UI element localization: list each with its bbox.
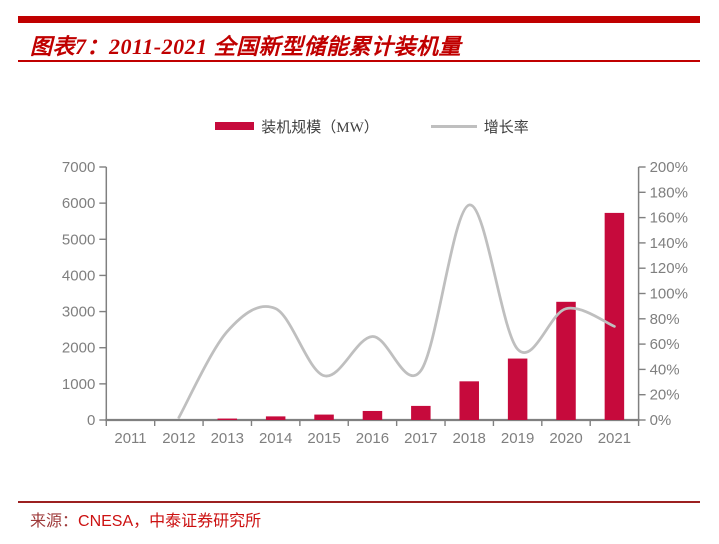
legend-label-capacity: 装机规模（MW）: [261, 119, 379, 136]
y-axis-left-label: 3000: [62, 304, 95, 321]
y-axis-right-label: 200%: [650, 159, 688, 176]
y-axis-right-label: 80%: [650, 311, 680, 328]
page-title: 图表7：2011-2021 全国新型储能累计装机量: [30, 34, 462, 59]
capacity-bar: [314, 414, 334, 420]
y-axis-left-label: 6000: [62, 195, 95, 212]
y-axis-right-label: 160%: [650, 210, 688, 227]
x-axis-label: 2017: [404, 430, 437, 447]
x-axis-label: 2018: [453, 430, 486, 447]
y-axis-right-label: 60%: [650, 336, 680, 353]
plot-svg: 0 1000 2000 3000 4000 5000 6000 7000 0% 20% 40% 60%…: [62, 159, 688, 447]
y-axis-right-label: 100%: [650, 286, 688, 303]
source-text: CNESA，中泰证券研究所: [78, 513, 262, 530]
y-axis-right-label: 40%: [650, 361, 680, 378]
x-axis-label: 2020: [549, 430, 582, 447]
capacity-swatch-icon: [215, 122, 255, 130]
x-axis-label: 2016: [356, 430, 389, 447]
source-label: 来源：: [30, 513, 79, 530]
y-axis-left-label: 7000: [62, 159, 95, 176]
capacity-bar: [604, 212, 625, 420]
y-axis-left-label: 1000: [62, 376, 95, 393]
capacity-bar: [362, 410, 383, 420]
x-axis-label: 2013: [211, 430, 244, 447]
y-axis-right-label: 120%: [650, 260, 688, 277]
capacity-bar: [217, 418, 238, 420]
source-line: 来源：CNESA，中泰证券研究所: [30, 507, 261, 531]
x-axis-label: 2011: [114, 430, 146, 447]
growth-swatch-icon: [430, 124, 477, 128]
capacity-bar: [507, 358, 528, 420]
y-axis-left-label: 5000: [62, 231, 95, 248]
title-underline: [18, 60, 700, 62]
capacity-bar: [265, 416, 286, 420]
capacity-bar: [556, 301, 576, 420]
y-axis-right-label: 140%: [650, 235, 688, 252]
capacity-bar: [459, 381, 479, 420]
legend-item-growth: 增长率: [430, 116, 529, 137]
x-axis-label: 2019: [501, 430, 534, 447]
legend-label-growth: 增长率: [483, 119, 529, 136]
header-rule: [18, 16, 700, 23]
y-axis-left-label: 4000: [62, 267, 95, 284]
chart-legend: 装机规模（MW） 增长率: [106, 116, 638, 136]
y-axis-right-label: 20%: [650, 387, 680, 404]
x-axis-label: 2014: [259, 430, 292, 447]
x-axis-label: 2012: [162, 430, 195, 447]
legend-item-capacity: 装机规模（MW）: [215, 116, 379, 137]
y-axis-left-label: 2000: [62, 340, 95, 357]
x-axis-label: 2021: [598, 430, 631, 447]
y-axis-left-label: 0: [87, 412, 95, 429]
source-rule: [18, 501, 700, 503]
capacity-bar: [411, 405, 431, 420]
x-axis-label: 2015: [307, 430, 340, 447]
y-axis-right-label: 0%: [650, 412, 672, 429]
growth-line: [177, 203, 616, 419]
y-axis-right-label: 180%: [650, 184, 688, 201]
